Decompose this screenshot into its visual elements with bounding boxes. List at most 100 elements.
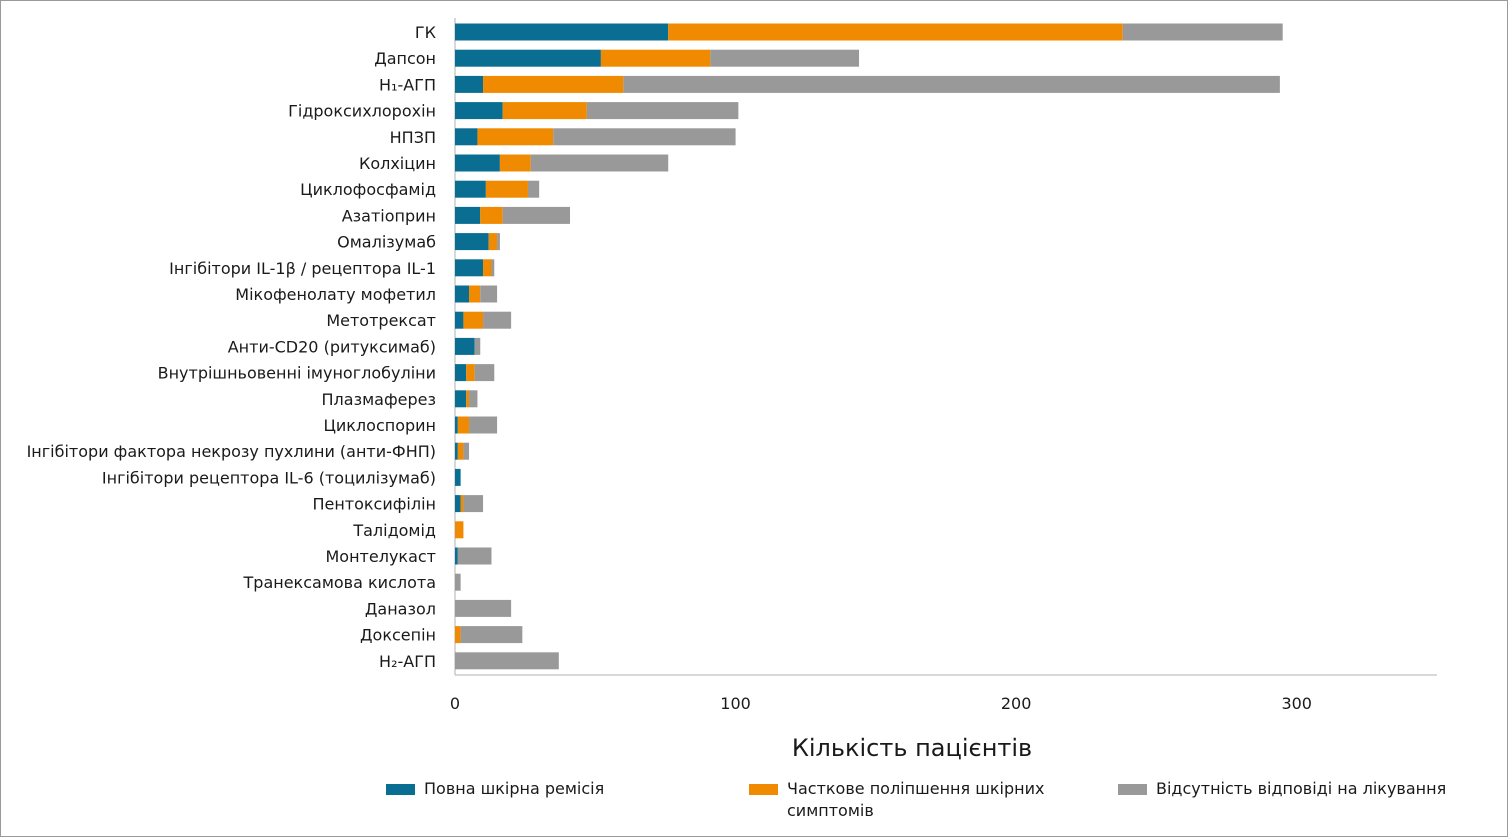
category-label: Дапсон	[374, 49, 436, 68]
x-tick-label: 100	[720, 694, 751, 713]
bar-segment-series-2	[530, 154, 669, 172]
bar-segment-series-1	[466, 364, 475, 382]
bar-segment-series-0	[455, 154, 500, 172]
bar-segment-series-2	[474, 337, 481, 355]
bar-segment-series-1	[469, 285, 481, 303]
bar-segment-series-2	[480, 285, 498, 303]
category-label: Даназол	[365, 599, 436, 618]
bar-segment-series-1	[457, 416, 470, 434]
category-label: Монтелукаст	[326, 547, 437, 566]
category-label: Плазмаферез	[322, 390, 436, 409]
bar-segment-series-2	[469, 416, 498, 434]
bar-segment-series-2	[455, 652, 559, 670]
bar-segment-series-2	[455, 573, 461, 591]
bar-segment-series-0	[455, 364, 467, 382]
category-label: H₁-АГП	[379, 75, 436, 94]
bar-segment-series-1	[455, 626, 461, 644]
bar-segment-series-1	[668, 23, 1123, 41]
legend-label-0: Повна шкірна ремісія	[424, 779, 605, 798]
category-label: Внутрішньовенні імуноглобуліни	[158, 364, 436, 383]
category-label: Колхіцин	[359, 154, 436, 173]
bar-segment-series-1	[477, 128, 554, 146]
category-label: Гідроксихлорохін	[288, 102, 436, 121]
bar-segment-series-2	[710, 49, 860, 67]
bar-segment-series-0	[455, 180, 486, 198]
bar-segment-series-0	[455, 495, 461, 513]
category-label: Мікофенолату мофетил	[235, 285, 436, 304]
bar-segment-series-1	[457, 442, 464, 460]
bar-segment-series-0	[455, 468, 461, 486]
category-label: Доксепін	[360, 626, 436, 645]
legend-label-1: Часткове поліпшення шкірних симптомів	[787, 779, 1045, 820]
bar-segment-series-2	[553, 128, 736, 146]
bar-segment-series-0	[455, 49, 601, 67]
category-label: Транексамова кислота	[243, 573, 436, 592]
legend-swatch-0	[386, 784, 415, 795]
bar-segment-series-1	[600, 49, 711, 67]
bar-segment-series-2	[586, 102, 739, 120]
legend-label-2: Відсутність відповіді на лікування	[1156, 779, 1447, 798]
bar-segment-series-0	[455, 128, 478, 146]
x-tick-label: 200	[1001, 694, 1032, 713]
bar-segment-series-1	[463, 311, 484, 329]
bar-segment-series-1	[488, 233, 498, 251]
bar-segment-series-1	[480, 206, 503, 224]
bar-segment-series-2	[483, 311, 512, 329]
bar-segment-series-1	[455, 521, 464, 539]
bar-segment-series-2	[463, 442, 470, 460]
category-label: Інгібітори рецептора IL-6 (тоцилізумаб)	[102, 468, 436, 487]
category-label: Анти-CD20 (ритуксимаб)	[228, 337, 436, 356]
bar-segment-series-0	[455, 75, 484, 93]
category-label: Циклофосфамід	[300, 180, 436, 199]
category-label: Інгібітори фактора некрозу пухлини (анти…	[27, 442, 436, 461]
bar-segment-series-0	[455, 259, 484, 277]
category-label: Азатіоприн	[342, 206, 436, 225]
category-label: Омалізумаб	[337, 233, 436, 252]
bar-segment-series-1	[483, 259, 492, 277]
bar-segment-series-2	[463, 495, 484, 513]
x-tick-label: 0	[450, 694, 460, 713]
bar-segment-series-0	[455, 233, 489, 251]
bar-segment-series-0	[455, 442, 458, 460]
bar-segment-series-2	[474, 364, 495, 382]
bar-segment-series-0	[455, 337, 475, 355]
bar-segment-series-2	[527, 180, 540, 198]
bar-segment-series-2	[497, 233, 500, 251]
category-label: Інгібітори IL-1β / рецептора IL-1	[169, 259, 436, 278]
bar-segment-series-0	[455, 311, 464, 329]
bar-segment-series-2	[491, 259, 495, 277]
category-label: ГК	[415, 23, 437, 42]
bar-segment-series-1	[502, 102, 587, 120]
bar-segment-series-1	[483, 75, 624, 93]
bar-segment-series-2	[623, 75, 1280, 93]
bar-segment-series-1	[466, 390, 470, 408]
bar-segment-series-1	[485, 180, 528, 198]
legend-swatch-1	[749, 784, 778, 795]
bar-segment-series-1	[499, 154, 531, 172]
category-label: H₂-АГП	[379, 652, 436, 671]
bar-segment-series-0	[455, 416, 458, 434]
bar-segment-series-2	[1122, 23, 1283, 41]
category-label: Метотрексат	[326, 311, 436, 330]
bar-segment-series-2	[469, 390, 478, 408]
bar-segment-series-0	[455, 285, 470, 303]
bar-segment-series-0	[455, 390, 467, 408]
category-label: Циклоспорин	[323, 416, 436, 435]
bar-segment-series-2	[460, 626, 523, 644]
bar-segment-series-0	[455, 102, 503, 120]
category-label: НПЗП	[390, 128, 436, 147]
bar-segment-series-2	[457, 547, 492, 565]
bar-segment-series-0	[455, 547, 458, 565]
x-tick-label: 300	[1281, 694, 1312, 713]
category-label: Пентоксифілін	[312, 495, 436, 514]
category-label: Талідомід	[352, 521, 436, 540]
bar-segment-series-2	[502, 206, 571, 224]
legend-swatch-2	[1118, 784, 1147, 795]
bar-segment-series-1	[460, 495, 464, 513]
bar-segment-series-0	[455, 206, 481, 224]
bar-segment-series-2	[455, 599, 512, 617]
x-axis-title: Кількість пацієнтів	[792, 734, 1032, 762]
bar-segment-series-0	[455, 23, 669, 41]
